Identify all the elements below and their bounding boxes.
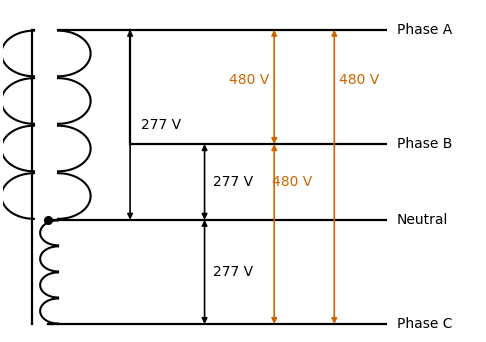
Text: 480 V: 480 V xyxy=(339,73,380,87)
Text: Phase C: Phase C xyxy=(397,317,452,331)
Text: 277 V: 277 V xyxy=(140,118,181,132)
Text: Neutral: Neutral xyxy=(397,213,448,227)
Text: 480 V: 480 V xyxy=(272,175,312,189)
Text: 277 V: 277 V xyxy=(213,265,253,279)
Text: Phase B: Phase B xyxy=(397,137,452,151)
Text: 277 V: 277 V xyxy=(213,175,253,189)
Text: 480 V: 480 V xyxy=(228,73,269,87)
Text: Phase A: Phase A xyxy=(397,23,452,37)
